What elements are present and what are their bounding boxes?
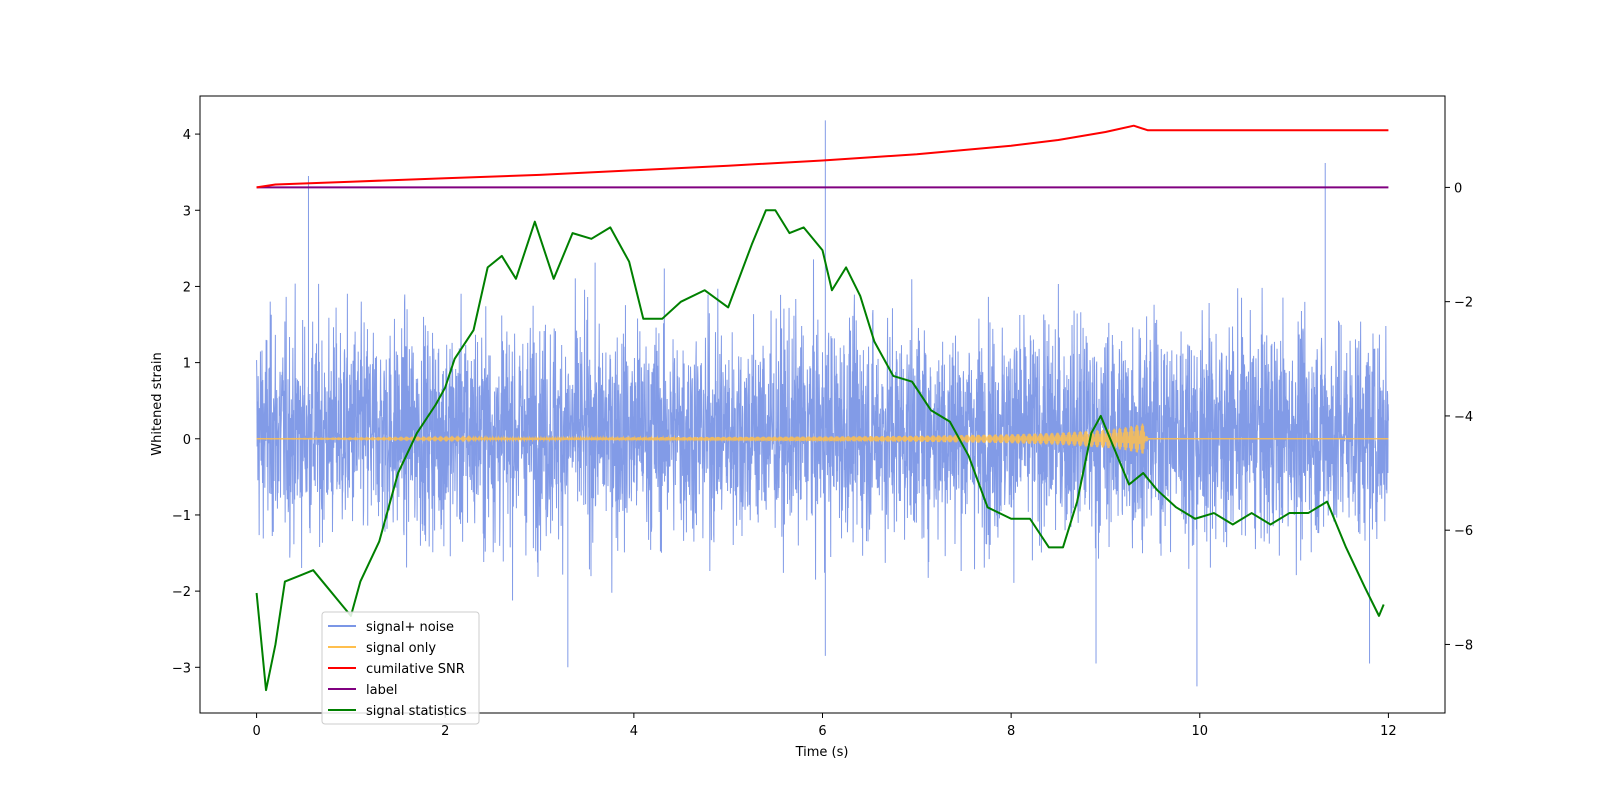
series-cumulative-snr bbox=[256, 124, 1389, 189]
x-tick-label: 6 bbox=[818, 724, 826, 739]
y-tick-label: −2 bbox=[172, 585, 191, 600]
y-tick-label: 4 bbox=[183, 128, 191, 143]
legend-label-signal-noise: signal+ noise bbox=[366, 620, 454, 635]
y2-tick-label: −4 bbox=[1454, 410, 1473, 425]
x-tick-label: 8 bbox=[1007, 724, 1015, 739]
x-tick-label: 12 bbox=[1380, 724, 1397, 739]
y2-tick-label: −8 bbox=[1454, 638, 1473, 653]
y-tick-label: 2 bbox=[183, 280, 191, 295]
legend: signal+ noise signal only cumilative SNR… bbox=[321, 611, 480, 725]
legend-label-cumulative-snr: cumilative SNR bbox=[366, 662, 465, 677]
plot-layer bbox=[255, 120, 1389, 692]
y2-tick-label: −6 bbox=[1454, 524, 1473, 539]
y2-tick-label: −2 bbox=[1454, 296, 1473, 311]
x-tick-label: 10 bbox=[1191, 724, 1208, 739]
y-tick-label: −3 bbox=[172, 661, 191, 676]
y2-tick-label: 0 bbox=[1454, 181, 1462, 196]
legend-box bbox=[321, 611, 480, 725]
series-signal-noise bbox=[256, 120, 1389, 687]
y-tick-label: −1 bbox=[172, 509, 191, 524]
y-tick-label: 1 bbox=[183, 357, 191, 372]
x-tick-label: 0 bbox=[252, 724, 260, 739]
series-signal-only bbox=[256, 423, 1389, 454]
x-tick-label: 2 bbox=[441, 724, 449, 739]
y-axis-label: Whitened strain bbox=[150, 352, 165, 455]
y-tick-label: 0 bbox=[183, 433, 191, 448]
x-tick-label: 4 bbox=[630, 724, 638, 739]
x-axis-label: Time (s) bbox=[795, 745, 849, 760]
legend-label-signal-statistics: signal statistics bbox=[366, 704, 467, 719]
series-signal-statistics bbox=[255, 209, 1385, 692]
legend-label-signal-only: signal only bbox=[366, 641, 436, 656]
y-tick-label: 3 bbox=[183, 204, 191, 219]
legend-label-label: label bbox=[366, 683, 397, 698]
